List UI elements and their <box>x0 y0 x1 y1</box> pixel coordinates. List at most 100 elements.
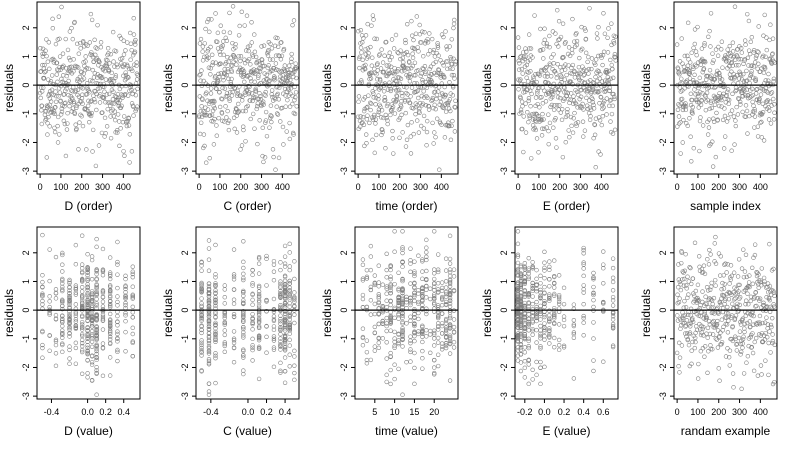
data-point <box>43 69 48 74</box>
data-point <box>706 262 712 267</box>
data-point <box>412 323 417 329</box>
data-point <box>447 233 453 239</box>
data-point <box>226 76 231 82</box>
data-point <box>396 316 401 321</box>
data-point <box>542 275 547 281</box>
data-point <box>771 79 776 84</box>
data-point <box>202 143 207 149</box>
data-point <box>48 99 54 104</box>
data-point <box>222 341 227 347</box>
data-point <box>702 41 707 46</box>
data-point <box>378 66 384 71</box>
y-tick-label: 1 <box>499 54 509 59</box>
data-point <box>447 351 453 356</box>
data-point <box>264 323 269 329</box>
data-point <box>102 134 107 139</box>
data-point <box>282 287 288 293</box>
data-point <box>213 351 218 356</box>
data-point <box>572 39 577 44</box>
data-point <box>404 294 409 300</box>
data-point <box>105 100 111 105</box>
data-point <box>384 321 389 326</box>
data-point <box>39 108 44 113</box>
data-point <box>91 59 97 65</box>
data-points <box>40 232 135 397</box>
data-point <box>417 106 422 112</box>
data-point <box>100 295 106 300</box>
data-point <box>535 91 540 96</box>
data-point <box>580 46 585 52</box>
y-tick-label: 0 <box>180 83 190 88</box>
x-tick-label: 0.2 <box>99 407 112 417</box>
data-point <box>587 117 593 123</box>
data-point <box>250 347 255 353</box>
data-point <box>418 123 424 129</box>
data-point <box>596 115 602 120</box>
data-point <box>537 119 542 124</box>
y-tick-label: 0 <box>339 308 349 313</box>
data-point <box>45 104 51 109</box>
data-point <box>762 337 768 342</box>
data-point <box>229 76 234 82</box>
data-point <box>720 292 725 298</box>
data-point <box>361 36 366 41</box>
data-point <box>439 331 445 336</box>
data-point <box>551 81 557 87</box>
data-point <box>289 51 294 57</box>
data-point <box>715 117 720 122</box>
data-point <box>388 288 393 293</box>
data-point <box>123 83 129 89</box>
data-point <box>527 57 533 63</box>
data-point <box>550 92 556 97</box>
data-point <box>726 355 732 360</box>
data-point <box>408 269 413 274</box>
data-point <box>594 78 600 84</box>
data-point <box>723 261 728 266</box>
data-point <box>753 78 758 83</box>
data-point <box>200 97 205 102</box>
data-point <box>449 37 454 42</box>
data-point <box>571 323 577 329</box>
data-point <box>435 324 441 329</box>
data-point <box>430 120 435 126</box>
data-point <box>94 324 99 329</box>
data-point <box>601 249 606 254</box>
data-point <box>695 282 701 288</box>
data-point <box>737 302 742 308</box>
data-point <box>241 355 246 360</box>
data-point <box>701 66 707 71</box>
data-point <box>450 93 455 98</box>
data-point <box>610 326 616 331</box>
data-point <box>556 299 562 304</box>
data-point <box>69 95 75 101</box>
data-point <box>412 321 417 326</box>
data-point <box>282 323 288 328</box>
data-point <box>282 338 288 343</box>
data-point <box>568 97 573 102</box>
data-point <box>214 86 219 92</box>
x-tick-label: 0.0 <box>81 407 94 417</box>
data-point <box>742 326 747 331</box>
data-point <box>60 252 65 258</box>
data-point <box>114 128 120 133</box>
data-point <box>676 364 681 369</box>
data-point <box>40 279 45 285</box>
data-point <box>230 40 235 46</box>
data-point <box>452 17 457 23</box>
data-point <box>420 269 425 274</box>
data-point <box>581 245 586 251</box>
data-point <box>123 313 128 318</box>
data-point <box>392 249 397 254</box>
data-point <box>223 35 228 41</box>
data-point <box>368 312 374 317</box>
data-point <box>234 113 239 118</box>
data-point <box>691 293 697 298</box>
data-point <box>735 301 740 307</box>
data-point <box>565 110 570 115</box>
data-point <box>420 66 425 71</box>
x-tick-label: 300 <box>573 182 588 192</box>
data-point <box>443 343 449 348</box>
data-point <box>420 276 425 281</box>
data-point <box>445 59 450 64</box>
data-point <box>694 97 700 103</box>
